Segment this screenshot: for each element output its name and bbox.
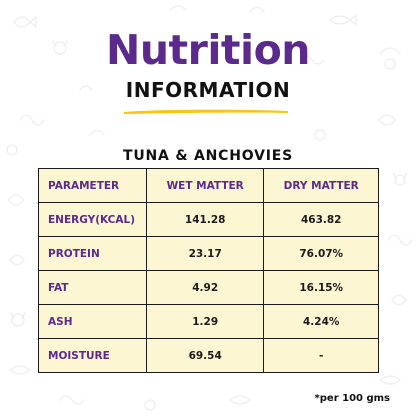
row-parameter-cell: FAT (38, 270, 147, 305)
page-title: Nutrition (106, 26, 310, 74)
column-header-dry-matter: DRY MATTER (263, 168, 379, 203)
row-parameter-cell: MOISTURE (38, 338, 147, 373)
table-row: MOISTURE 69.54 - (38, 338, 379, 373)
row-wet-value-cell: 1.29 (145, 304, 265, 339)
table-row: ENERGY(KCAL) 141.28 463.82 (38, 202, 379, 237)
row-wet-value-cell: 141.28 (145, 202, 265, 237)
row-parameter-cell: ASH (38, 304, 147, 339)
row-dry-value-cell: 4.24% (263, 304, 379, 339)
brush-underline-icon (124, 109, 288, 114)
row-dry-value-cell: - (263, 338, 379, 373)
column-header-wet-matter: WET MATTER (145, 168, 265, 203)
footnote: *per 100 gms (314, 393, 390, 404)
row-parameter-cell: PROTEIN (38, 236, 147, 271)
row-dry-value-cell: 76.07% (263, 236, 379, 271)
column-header-parameter: PARAMETER (38, 168, 147, 203)
table-row: PROTEIN 23.17 76.07% (38, 236, 379, 271)
table-header-row: PARAMETER WET MATTER DRY MATTER (38, 168, 379, 203)
table-row: FAT 4.92 16.15% (38, 270, 379, 305)
row-wet-value-cell: 69.54 (145, 338, 265, 373)
row-parameter-cell: ENERGY(KCAL) (38, 202, 147, 237)
page-subtitle: INFORMATION (125, 78, 291, 102)
product-name: TUNA & ANCHOVIES (123, 148, 293, 164)
table-row: ASH 1.29 4.24% (38, 304, 379, 339)
row-dry-value-cell: 16.15% (263, 270, 379, 305)
row-wet-value-cell: 23.17 (145, 236, 265, 271)
row-dry-value-cell: 463.82 (263, 202, 379, 237)
row-wet-value-cell: 4.92 (145, 270, 265, 305)
nutrition-table: PARAMETER WET MATTER DRY MATTER ENERGY(K… (38, 168, 379, 373)
